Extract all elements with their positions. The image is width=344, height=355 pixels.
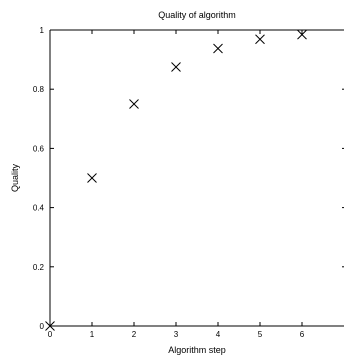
y-tick-label: 1 (40, 26, 45, 35)
x-tick-label: 0 (48, 330, 53, 339)
x-tick-label: 2 (132, 330, 137, 339)
y-tick-label: 0.4 (33, 204, 45, 213)
y-tick-label: 0.6 (33, 144, 45, 153)
data-point-marker (297, 29, 307, 40)
x-axis-label: Algorithm step (168, 345, 226, 355)
data-point-marker (45, 321, 55, 331)
x-tick-label: 3 (174, 330, 179, 339)
data-point-marker (87, 173, 97, 183)
y-tick-label: 0 (40, 322, 45, 331)
x-tick-label: 1 (90, 330, 95, 339)
x-tick-label: 6 (300, 330, 305, 339)
x-tick-label: 5 (258, 330, 263, 339)
data-point-marker (129, 99, 139, 109)
chart-title: Quality of algorithm (158, 10, 236, 20)
plot-frame (49, 29, 344, 327)
data-point-marker (213, 43, 223, 54)
y-tick-label: 0.2 (33, 263, 45, 272)
axis-ticks: 0 1 2 3 4 5 6 0 0.2 0.4 0.6 0.8 1 (33, 26, 344, 339)
y-axis-label: Quality (10, 163, 20, 192)
data-point-marker (255, 34, 265, 45)
data-points (45, 29, 307, 331)
data-point-marker (171, 62, 181, 72)
x-tick-label: 4 (216, 330, 221, 339)
y-tick-label: 0.8 (33, 85, 45, 94)
